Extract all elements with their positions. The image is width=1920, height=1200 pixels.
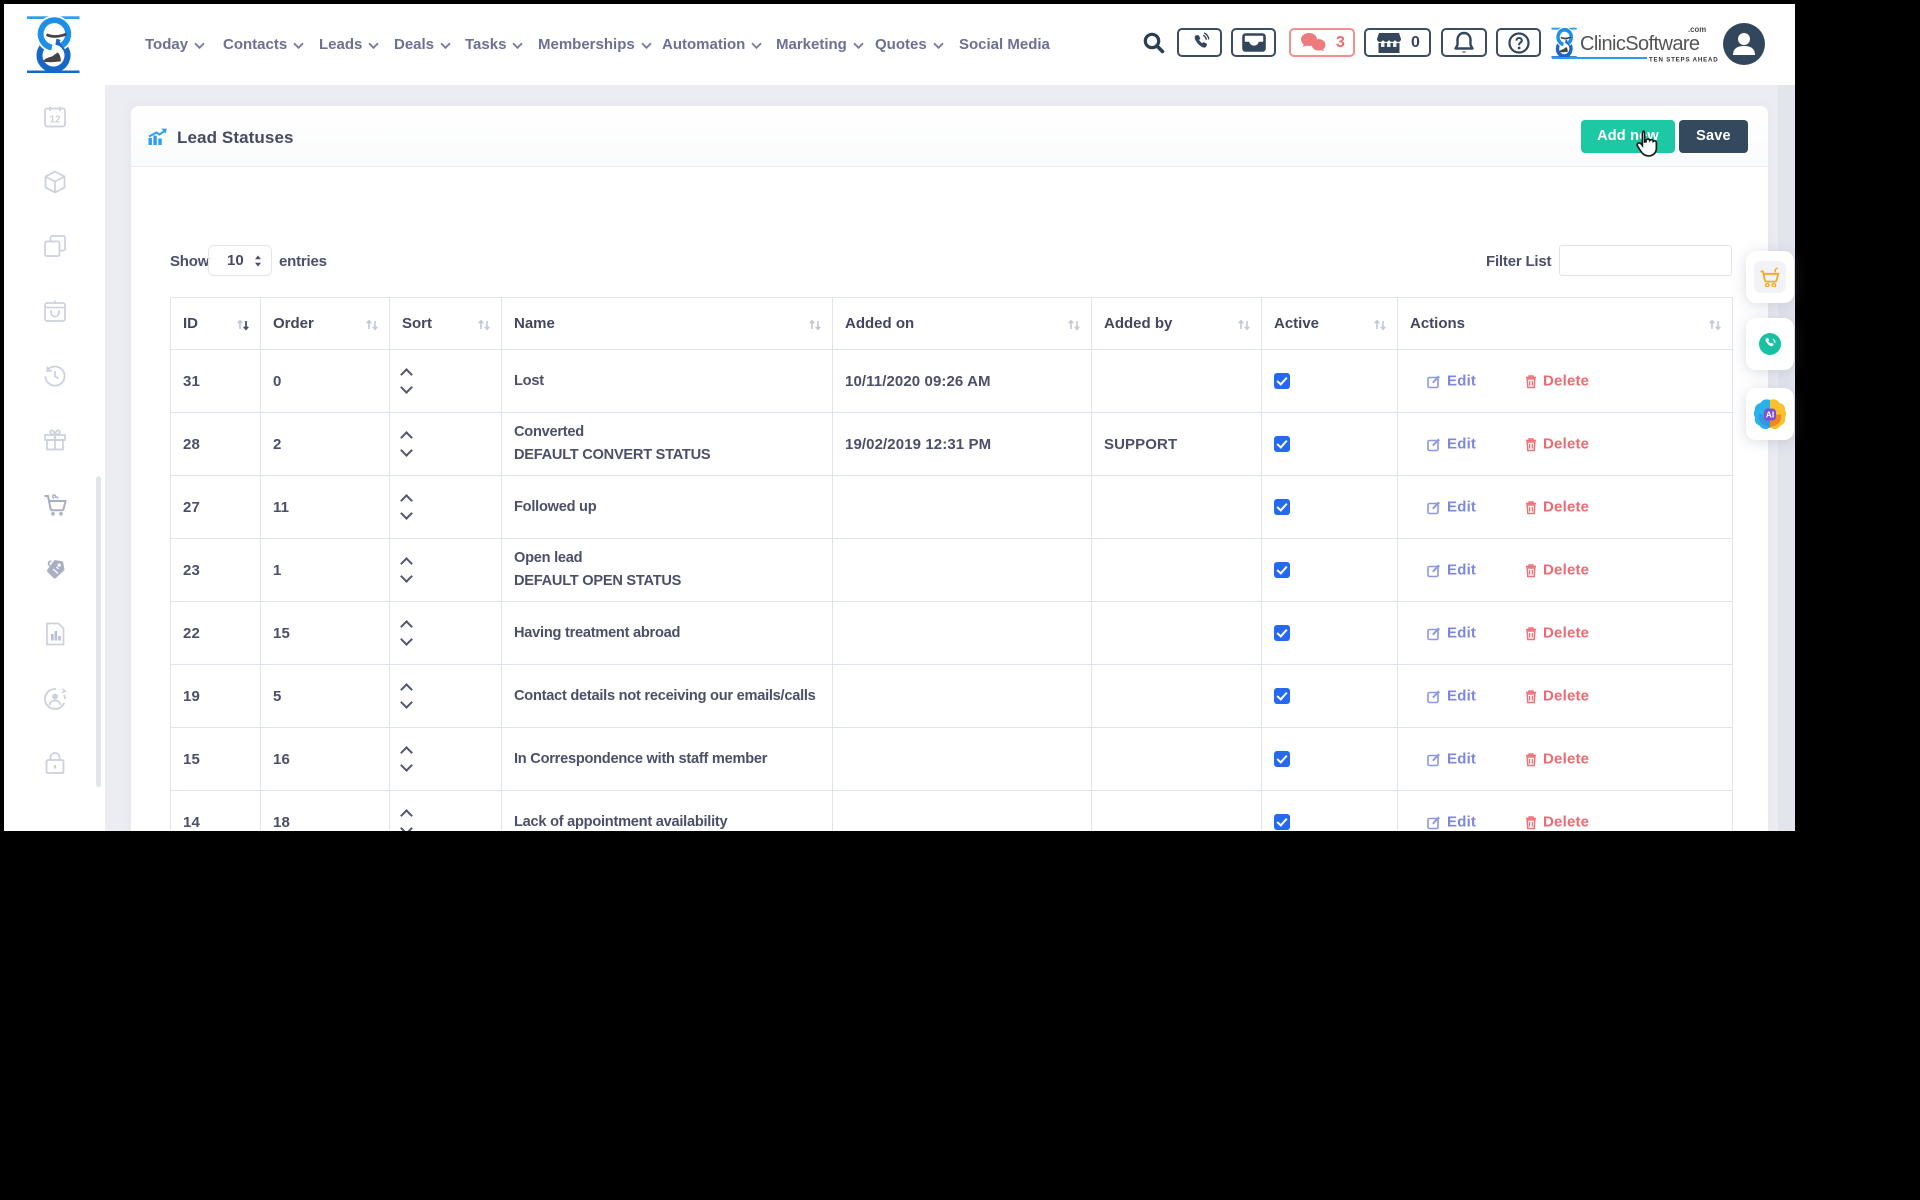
svg-text:12: 12 — [49, 115, 61, 126]
svg-text:AI: AI — [1766, 410, 1775, 420]
